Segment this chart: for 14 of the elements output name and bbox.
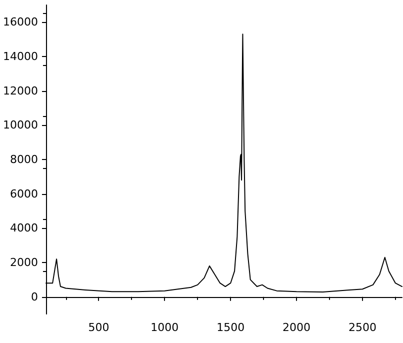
y-tick-label: 2000 — [10, 256, 38, 269]
y-tick-label: 8000 — [10, 153, 38, 166]
y-tick-label: 12000 — [2, 84, 38, 98]
y-tick-label: 4000 — [10, 222, 38, 235]
x-tick-label: 2000 — [282, 321, 311, 334]
x-tick-label: 2500 — [348, 321, 376, 334]
y-tick-label: 6000 — [10, 187, 38, 200]
y-tick-label: 14000 — [2, 50, 38, 63]
y-tick-label: 0 — [30, 290, 38, 304]
x-tick-label: 1000 — [150, 321, 179, 334]
y-tick-label: 10000 — [2, 118, 38, 132]
y-tick-label: 16000 — [2, 16, 38, 29]
x-tick-label: 1500 — [216, 321, 245, 334]
x-tick-label: 500 — [88, 321, 110, 334]
